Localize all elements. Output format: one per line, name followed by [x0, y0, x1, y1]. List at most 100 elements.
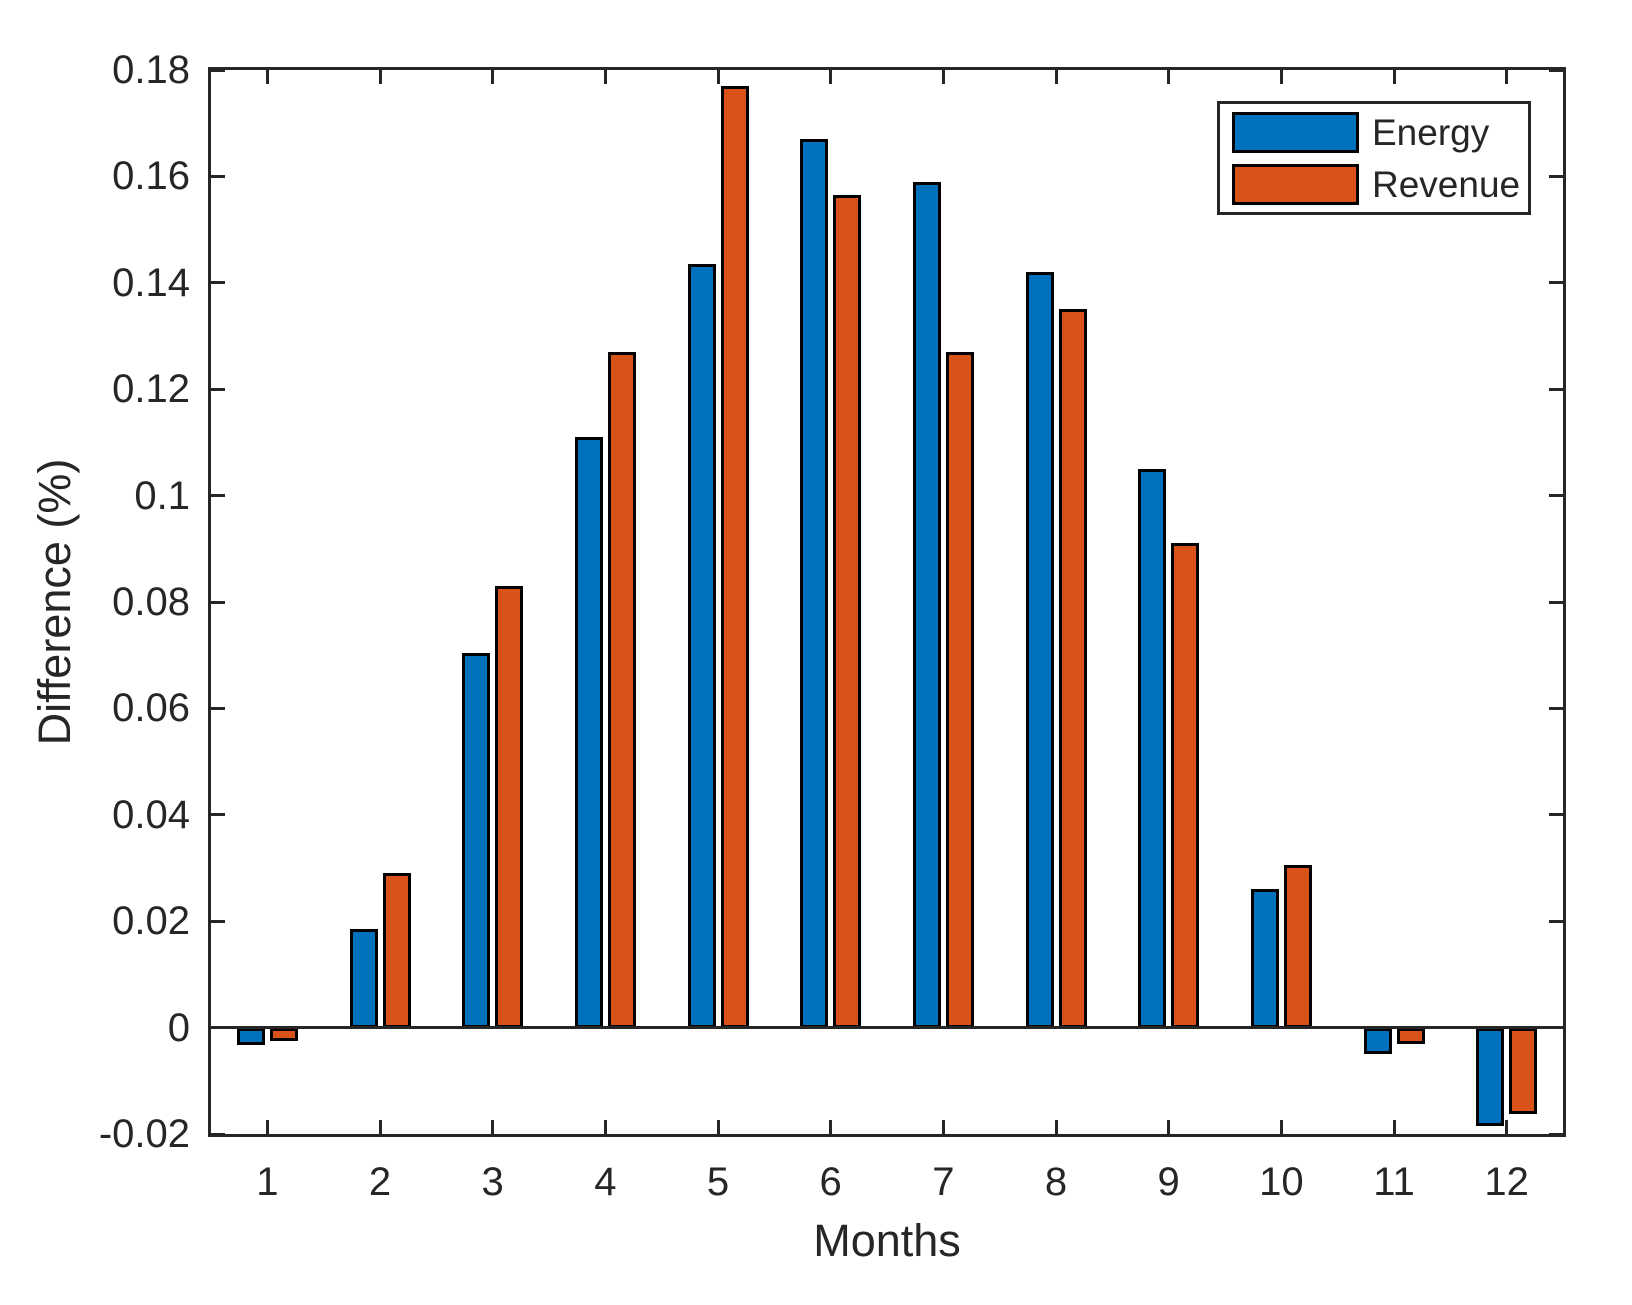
x-tick-top — [603, 70, 607, 84]
y-tick-left — [211, 1026, 225, 1030]
revenue-color-swatch — [1232, 163, 1359, 205]
legend-label-energy: Energy — [1372, 111, 1490, 153]
bar-revenue-month-6 — [833, 195, 862, 1028]
bar-revenue-month-1 — [269, 1027, 298, 1042]
x-tick-top — [1167, 70, 1171, 84]
y-tick-label: 0.1 — [134, 473, 190, 518]
x-tick-bottom — [829, 1120, 833, 1134]
x-tick-bottom — [716, 1120, 720, 1134]
x-tick-top — [1054, 70, 1058, 84]
bar-energy-month-3 — [462, 652, 491, 1028]
x-tick-label: 10 — [1259, 1160, 1304, 1204]
x-tick-top — [1505, 70, 1509, 84]
y-tick-left — [211, 68, 225, 72]
bar-revenue-month-12 — [1509, 1027, 1538, 1115]
y-tick-left — [211, 387, 225, 391]
x-tick-top — [491, 70, 495, 84]
legend: Energy Revenue — [1217, 101, 1531, 215]
legend-label-revenue: Revenue — [1372, 163, 1521, 205]
x-axis-title: Months — [813, 1215, 961, 1266]
y-tick-right — [1549, 174, 1563, 178]
plot-area — [208, 67, 1566, 1137]
bar-energy-month-9 — [1138, 469, 1167, 1028]
y-tick-label: 0.08 — [112, 580, 190, 624]
x-tick-bottom — [265, 1120, 269, 1134]
y-tick-label: 0.04 — [112, 792, 190, 837]
y-tick-right — [1549, 281, 1563, 285]
y-tick-left — [211, 174, 225, 178]
x-tick-bottom — [491, 1120, 495, 1134]
x-tick-label: 3 — [481, 1160, 504, 1204]
y-tick-right — [1549, 1132, 1563, 1136]
x-tick-top — [829, 70, 833, 84]
bar-energy-month-10 — [1250, 889, 1279, 1028]
y-tick-label: 0.06 — [112, 686, 190, 731]
x-tick-label: 6 — [819, 1160, 842, 1204]
y-tick-right — [1549, 387, 1563, 391]
x-tick-bottom — [941, 1120, 945, 1134]
bar-energy-month-1 — [236, 1027, 265, 1046]
x-tick-bottom — [378, 1120, 382, 1134]
x-tick-label: 5 — [706, 1160, 730, 1204]
energy-color-swatch — [1232, 111, 1359, 153]
y-tick-left — [211, 1132, 225, 1136]
y-tick-label: 0.02 — [112, 899, 190, 944]
x-tick-bottom — [1505, 1120, 1509, 1134]
x-tick-top — [378, 70, 382, 84]
x-tick-bottom — [1167, 1120, 1171, 1134]
x-tick-label: 8 — [1044, 1160, 1068, 1204]
bar-energy-month-8 — [1025, 272, 1054, 1028]
bar-revenue-month-5 — [720, 85, 749, 1028]
x-tick-bottom — [1392, 1120, 1396, 1134]
y-tick-left — [211, 813, 225, 817]
x-tick-bottom — [603, 1120, 607, 1134]
y-tick-left — [211, 706, 225, 710]
y-tick-label: 0.18 — [112, 48, 190, 92]
bar-revenue-month-7 — [945, 351, 974, 1028]
x-tick-label: 11 — [1373, 1160, 1415, 1204]
y-tick-label: 0.16 — [112, 154, 190, 199]
y-tick-left — [211, 281, 225, 285]
x-tick-label: 7 — [932, 1160, 955, 1204]
bar-revenue-month-4 — [607, 351, 636, 1028]
x-tick-bottom — [1054, 1120, 1058, 1134]
x-tick-top — [1392, 70, 1396, 84]
y-tick-label: -0.02 — [98, 1112, 190, 1156]
x-tick-top — [265, 70, 269, 84]
x-tick-label: 4 — [594, 1160, 617, 1204]
x-tick-top — [716, 70, 720, 84]
y-tick-label: 0.12 — [112, 367, 190, 412]
x-tick-label: 9 — [1157, 1160, 1180, 1204]
y-tick-right — [1549, 706, 1563, 710]
y-tick-right — [1549, 68, 1563, 72]
y-tick-right — [1549, 919, 1563, 923]
y-tick-left — [211, 600, 225, 604]
x-tick-top — [1279, 70, 1283, 84]
x-tick-label: 12 — [1484, 1160, 1529, 1204]
y-tick-right — [1549, 600, 1563, 604]
bar-energy-month-4 — [574, 437, 603, 1028]
legend-item-energy: Energy — [1232, 111, 1516, 153]
bar-revenue-month-3 — [495, 586, 524, 1028]
bar-revenue-month-10 — [1283, 865, 1312, 1028]
bar-revenue-month-11 — [1396, 1027, 1425, 1044]
y-tick-left — [211, 494, 225, 498]
y-tick-label: 0.14 — [112, 260, 190, 305]
x-tick-label: 2 — [368, 1160, 392, 1204]
bar-energy-month-2 — [349, 929, 378, 1028]
zero-baseline — [211, 1026, 1563, 1030]
x-tick-top — [941, 70, 945, 84]
legend-item-revenue: Revenue — [1232, 163, 1520, 205]
y-tick-right — [1549, 813, 1563, 817]
bar-energy-month-5 — [687, 264, 716, 1028]
y-tick-left — [211, 919, 225, 923]
y-tick-right — [1549, 1026, 1563, 1030]
bar-revenue-month-2 — [382, 873, 411, 1028]
bar-energy-month-11 — [1363, 1027, 1392, 1055]
bar-energy-month-12 — [1476, 1027, 1505, 1126]
bar-revenue-month-9 — [1171, 543, 1200, 1028]
bar-energy-month-6 — [800, 139, 829, 1028]
y-tick-right — [1549, 494, 1563, 498]
y-tick-label: 0 — [167, 1005, 190, 1050]
